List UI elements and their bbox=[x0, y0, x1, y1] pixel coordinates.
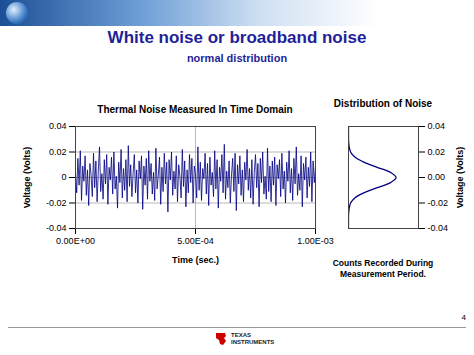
html-text:Thermal Noise Measured In Time: Thermal Noise Measured In Time Domain bbox=[97, 104, 293, 115]
html-text:TEXAS: TEXAS bbox=[231, 332, 251, 338]
html-text:Counts Recorded During Measure: Counts Recorded During Measurement Perio… bbox=[332, 258, 434, 279]
svg-text:-0.02: -0.02 bbox=[428, 198, 449, 208]
svg-text:0: 0 bbox=[61, 172, 66, 182]
svg-text:-0.04: -0.04 bbox=[428, 223, 449, 233]
svg-text:-0.02: -0.02 bbox=[46, 198, 67, 208]
svg-text:0.00E+00: 0.00E+00 bbox=[56, 236, 95, 246]
svg-text:1.00E-03: 1.00E-03 bbox=[297, 236, 334, 246]
html-text:White noise or broadband noise: White noise or broadband noise bbox=[107, 28, 367, 47]
svg-text:Time (sec.): Time (sec.) bbox=[172, 255, 219, 265]
svg-text:Voltage (Volts): Voltage (Volts) bbox=[455, 147, 465, 209]
svg-text:Voltage (Volts): Voltage (Volts) bbox=[22, 147, 32, 209]
svg-text:0.04: 0.04 bbox=[49, 121, 67, 131]
html-text:Distribution of Noise: Distribution of Noise bbox=[333, 98, 433, 109]
svg-text:0.04: 0.04 bbox=[428, 121, 446, 131]
svg-text:5.00E-04: 5.00E-04 bbox=[177, 236, 214, 246]
svg-text:0.02: 0.02 bbox=[428, 147, 446, 157]
svg-text:-0.04: -0.04 bbox=[46, 223, 67, 233]
svg-text:0.00: 0.00 bbox=[428, 172, 446, 182]
html-text:4: 4 bbox=[461, 313, 466, 322]
html-text:normal distribution: normal distribution bbox=[186, 52, 288, 64]
svg-text:0.02: 0.02 bbox=[49, 147, 67, 157]
html-text:INSTRUMENTS: INSTRUMENTS bbox=[231, 339, 275, 345]
